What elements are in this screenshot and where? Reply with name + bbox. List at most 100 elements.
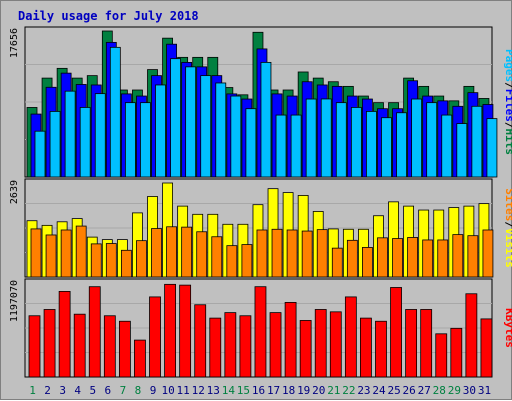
bar-kbytes-day-26 [405, 309, 418, 378]
bar-kbytes-day-19 [299, 320, 312, 378]
bar-kbytes-day-17 [269, 312, 282, 378]
bar-kbytes-day-16 [254, 286, 267, 378]
bar-kbytes-day-23 [360, 317, 372, 378]
bar-pages-day-24 [381, 117, 392, 178]
bar-pages-day-17 [275, 114, 287, 178]
bar-pages-day-13 [215, 82, 227, 178]
bar-sites-day-31 [482, 229, 494, 278]
bar-pages-day-9 [155, 84, 166, 178]
bar-sites-day-14 [226, 245, 238, 278]
bar-pages-day-28 [441, 114, 453, 178]
bar-kbytes-day-13 [209, 317, 222, 378]
bar-pages-day-22 [350, 107, 362, 178]
legend-label-kbytes: KBytes [503, 308, 512, 348]
bar-kbytes-day-6 [103, 315, 116, 378]
bar-sites-day-8 [136, 240, 147, 278]
bar-pages-day-16 [260, 61, 272, 178]
x-tick-label-day-15: 15 [237, 384, 250, 397]
axis-legend-kbytes: KBytes [503, 308, 512, 348]
axis-legend-sites_visits: Sites/Visits [503, 188, 512, 268]
bar-pages-day-29 [456, 123, 468, 178]
legend-separator: / [503, 221, 512, 228]
bar-sites-day-7 [120, 249, 132, 278]
bar-sites-day-6 [105, 243, 117, 278]
bar-pages-day-12 [200, 75, 212, 178]
bar-sites-day-27 [422, 239, 434, 278]
bar-kbytes-day-21 [329, 311, 342, 378]
bar-kbytes-day-24 [375, 320, 387, 378]
bar-pages-day-7 [124, 102, 136, 178]
bar-kbytes-day-11 [179, 284, 192, 378]
bar-pages-day-1 [34, 130, 46, 178]
bar-kbytes-day-29 [450, 327, 463, 378]
bar-pages-day-3 [64, 90, 76, 178]
bar-pages-day-4 [79, 107, 91, 178]
bar-kbytes-day-15 [239, 315, 252, 378]
x-tick-label-day-4: 4 [74, 384, 81, 397]
bar-sites-day-26 [407, 237, 419, 278]
bar-sites-day-4 [75, 225, 87, 278]
legend-label-hits: Hits [503, 129, 512, 156]
bar-pages-day-26 [411, 98, 423, 178]
ymax-label-kbytes: 1197070 [9, 280, 20, 322]
x-tick-label-day-6: 6 [105, 384, 112, 397]
x-tick-label-day-30: 30 [463, 384, 476, 397]
bar-pages-day-18 [290, 114, 302, 178]
bar-sites-day-2 [45, 234, 57, 278]
bar-kbytes-day-5 [88, 286, 101, 378]
legend-separator: / [503, 82, 512, 89]
bar-sites-day-22 [346, 239, 358, 278]
bar-sites-day-11 [181, 226, 193, 278]
x-tick-label-day-14: 14 [222, 384, 236, 397]
x-tick-label-day-18: 18 [282, 384, 295, 397]
bar-pages-day-14 [230, 95, 242, 178]
bar-sites-day-12 [196, 231, 208, 278]
bar-pages-day-27 [426, 102, 438, 178]
bar-sites-day-5 [90, 243, 102, 278]
bar-pages-day-25 [396, 112, 407, 178]
bar-sites-day-28 [437, 239, 449, 278]
legend-label-files: Files [503, 89, 512, 122]
bar-pages-day-19 [305, 98, 317, 178]
x-tick-label-day-7: 7 [120, 384, 127, 397]
x-tick-label-day-29: 29 [448, 384, 461, 397]
ymax-label-sites_visits: 2639 [9, 180, 20, 204]
x-tick-label-day-9: 9 [150, 384, 157, 397]
legend-separator: / [503, 122, 512, 129]
x-tick-label-day-21: 21 [327, 384, 340, 397]
bar-kbytes-day-8 [134, 339, 146, 378]
bar-pages-day-8 [140, 102, 151, 178]
x-tick-label-day-20: 20 [312, 384, 325, 397]
x-tick-label-day-16: 16 [252, 384, 265, 397]
bar-kbytes-day-20 [314, 309, 327, 378]
bar-sites-day-17 [271, 228, 283, 278]
bar-sites-day-21 [331, 247, 343, 278]
x-tick-label-day-13: 13 [207, 384, 220, 397]
legend-label-visits: Visits [503, 228, 512, 268]
bar-sites-day-16 [256, 229, 268, 278]
bar-sites-day-23 [362, 247, 373, 278]
x-tick-label-day-31: 31 [478, 384, 491, 397]
bar-sites-day-3 [60, 229, 72, 278]
x-tick-label-day-8: 8 [135, 384, 142, 397]
x-tick-label-day-26: 26 [403, 384, 416, 397]
bar-sites-day-29 [452, 234, 464, 278]
bar-kbytes-day-31 [480, 318, 493, 378]
bar-sites-day-18 [286, 229, 298, 278]
bar-sites-day-15 [241, 244, 253, 278]
x-tick-label-day-23: 23 [357, 384, 370, 397]
x-tick-label-day-11: 11 [177, 384, 190, 397]
bar-kbytes-day-12 [194, 304, 207, 378]
bar-sites-day-30 [467, 235, 479, 278]
bar-pages-day-15 [245, 108, 257, 178]
x-tick-label-day-19: 19 [297, 384, 310, 397]
bar-pages-day-20 [320, 98, 332, 178]
bar-sites-day-9 [151, 228, 162, 278]
bar-sites-day-19 [301, 230, 313, 278]
bar-sites-day-10 [166, 226, 177, 278]
bar-sites-day-20 [316, 229, 328, 278]
bar-kbytes-day-14 [224, 312, 237, 378]
bar-kbytes-day-27 [420, 309, 433, 378]
bar-kbytes-day-28 [435, 333, 448, 378]
